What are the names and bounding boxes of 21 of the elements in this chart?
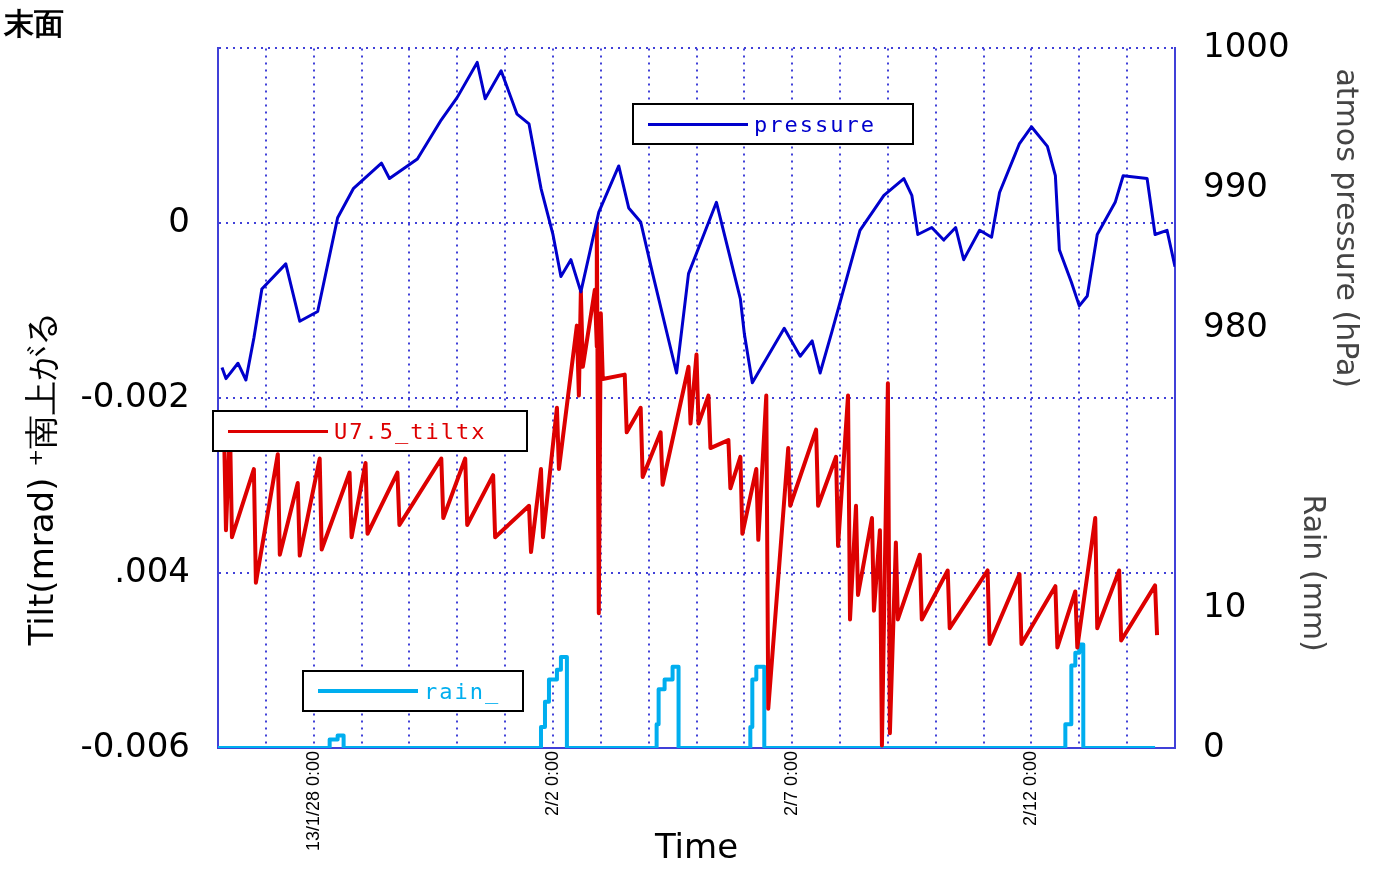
- y2-tick-label: 990: [1203, 165, 1268, 206]
- y2-tick-label: 980: [1203, 305, 1268, 346]
- legend-label: rain_: [424, 678, 501, 704]
- y-tick-label: 0: [168, 200, 190, 241]
- x-tick-label: 2/2 0:00: [541, 751, 562, 817]
- y3-tick-label: 0: [1203, 724, 1225, 765]
- y3-tick-label: 10: [1203, 584, 1247, 625]
- y-tick-label: -0.002: [80, 375, 190, 416]
- x-tick-label: 13/1/28 0:00: [302, 751, 323, 852]
- x-tick-label: 2/12 0:00: [1020, 751, 1041, 827]
- y-tick-label: .004: [114, 549, 190, 590]
- y2-tick-label: 1000: [1203, 25, 1290, 66]
- legend-label: U7.5_tiltx: [334, 418, 487, 444]
- y3-axis-title: Rain (mm): [1297, 494, 1333, 652]
- y2-axis-title: atmos pressure (hPa): [1330, 68, 1366, 388]
- x-axis-title: Time: [653, 825, 739, 866]
- legend-label: pressure: [754, 111, 876, 137]
- y-axis-title: Tilt(mrad) ⁺南上がる: [20, 310, 61, 647]
- y-tick-label: -0.006: [80, 724, 190, 765]
- x-tick-label: 2/7 0:00: [781, 751, 802, 817]
- chart-title: 末面: [3, 6, 64, 41]
